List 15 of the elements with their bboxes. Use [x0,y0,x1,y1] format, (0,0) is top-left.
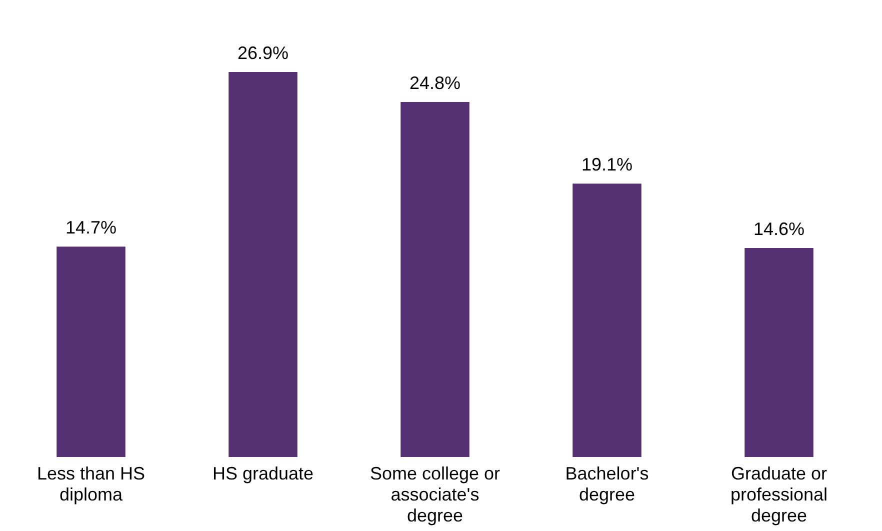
data-label: 24.8% [409,73,461,94]
data-label: 26.9% [237,43,289,63]
x-tick-label: HS graduate [212,464,314,484]
x-tick-label: Graduate or professional degree [730,464,828,526]
x-tick-label: Bachelor's degree [565,464,649,504]
bar [400,102,470,457]
bar [572,184,642,457]
bar [744,248,814,457]
x-tick-label: Some college or associate's degree [370,464,500,526]
data-label: 14.7% [65,218,117,238]
bar [228,72,298,457]
bar [56,246,126,457]
x-tick-label: Less than HS diploma [36,464,146,504]
data-label: 19.1% [581,154,633,175]
data-label: 14.6% [753,219,805,240]
